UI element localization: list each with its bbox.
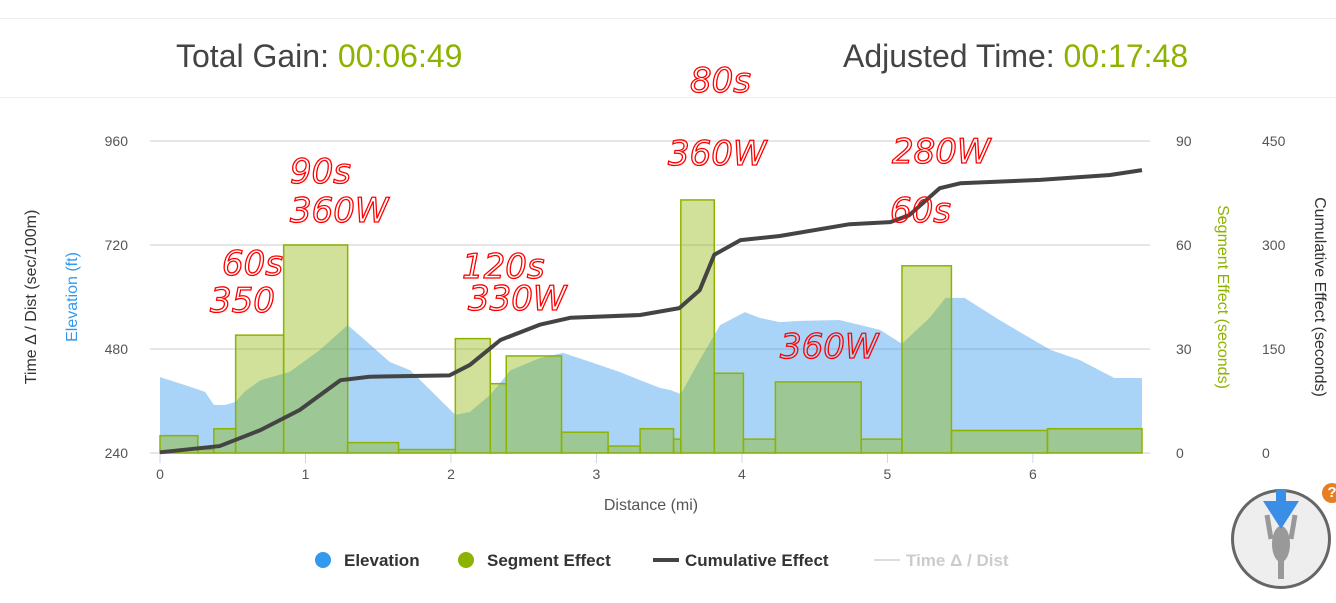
- segment-effect-bar: [860, 438, 903, 454]
- handwritten-annotation: 360W: [780, 327, 880, 367]
- y-axis-label: Time Δ / Dist (sec/100m): [23, 210, 40, 385]
- segment-effect-bar: [346, 441, 400, 454]
- elevation-tick-label: 240: [105, 445, 129, 461]
- legend-elevation-marker: [315, 552, 331, 568]
- cumulative-tick-label: 150: [1262, 341, 1286, 357]
- elevation-area: [160, 297, 1142, 453]
- segment-tick-label: 90: [1176, 133, 1192, 149]
- cumulative-effect-line: [159, 168, 1143, 455]
- total-gain: Total Gain: 00:06:49: [176, 38, 463, 74]
- segment-effect-bar: [282, 244, 349, 454]
- y-axis-label: Elevation (ft): [64, 252, 81, 342]
- x-tick-label: 0: [156, 466, 164, 482]
- cumulative-tick-label: 450: [1262, 133, 1286, 149]
- segment-effect-bar: [505, 355, 563, 454]
- segment-effect-bar: [901, 265, 953, 454]
- cumulative-tick-label: 0: [1262, 445, 1270, 461]
- handwritten-annotation: 60s: [222, 244, 283, 284]
- x-axis-label: Distance (mi): [604, 497, 698, 514]
- handwritten-annotation: 280W: [892, 132, 992, 172]
- legend-item[interactable]: Segment Effect: [487, 551, 611, 570]
- x-tick-label: 1: [302, 466, 310, 482]
- cumulative-tick-label: 300: [1262, 237, 1286, 253]
- legend-item[interactable]: Time Δ / Dist: [906, 551, 1009, 570]
- cyclist-icon: [1263, 489, 1299, 579]
- legend-item[interactable]: Cumulative Effect: [685, 551, 829, 570]
- segment-effect-bar: [672, 438, 682, 454]
- segment-effect-bar: [607, 445, 641, 454]
- segment-tick-label: 0: [1176, 445, 1184, 461]
- x-tick-label: 3: [593, 466, 601, 482]
- handwritten-annotation: 120s: [462, 247, 545, 287]
- y-axis-label: Cumulative Effect (seconds): [1311, 197, 1328, 397]
- help-icon[interactable]: ?: [1322, 483, 1336, 503]
- y-axis-label: Segment Effect (seconds): [1214, 205, 1231, 389]
- handwritten-annotation: 330W: [468, 279, 568, 319]
- elevation-tick-label: 480: [105, 341, 129, 357]
- segment-effect-bar: [950, 429, 1049, 454]
- x-tick-label: 2: [447, 466, 455, 482]
- segment-effect-bar: [680, 199, 716, 454]
- total-gain-value: 00:06:49: [337, 38, 463, 74]
- handwritten-annotation: 350: [210, 281, 275, 321]
- segment-effect-bar: [713, 372, 745, 454]
- segment-tick-label: 60: [1176, 237, 1192, 253]
- segment-effect-bar: [489, 382, 507, 454]
- elevation-tick-label: 720: [105, 237, 129, 253]
- segment-effect-bar: [1046, 427, 1143, 454]
- segment-effect-bar: [234, 334, 285, 454]
- segment-effect-bar: [742, 438, 777, 454]
- elevation-tick-label: 960: [105, 133, 129, 149]
- segment-effect-bar: [397, 448, 457, 454]
- handwritten-annotation: 60s: [890, 191, 951, 231]
- segment-tick-label: 30: [1176, 341, 1192, 357]
- adjusted-time-value: 00:17:48: [1063, 38, 1189, 74]
- summary-header: [0, 18, 1336, 98]
- x-tick-label: 5: [884, 466, 892, 482]
- handwritten-annotation: 360W: [668, 134, 768, 174]
- segment-effect-bar: [454, 337, 491, 454]
- handwritten-annotation: 90s: [290, 152, 351, 192]
- x-tick-label: 4: [738, 466, 746, 482]
- handwritten-annotation: 360W: [290, 191, 390, 231]
- adjusted-time: Adjusted Time: 00:17:48: [843, 38, 1189, 74]
- x-tick-label: 6: [1029, 466, 1037, 482]
- legend-item[interactable]: Elevation: [344, 551, 420, 570]
- segment-effect-bar: [774, 381, 862, 454]
- legend-segment-marker: [458, 552, 474, 568]
- segment-effect-bar: [639, 427, 675, 454]
- segment-effect-bar: [560, 431, 609, 454]
- rider-position-button[interactable]: [1231, 489, 1331, 589]
- handwritten-annotation: 80s: [690, 61, 751, 101]
